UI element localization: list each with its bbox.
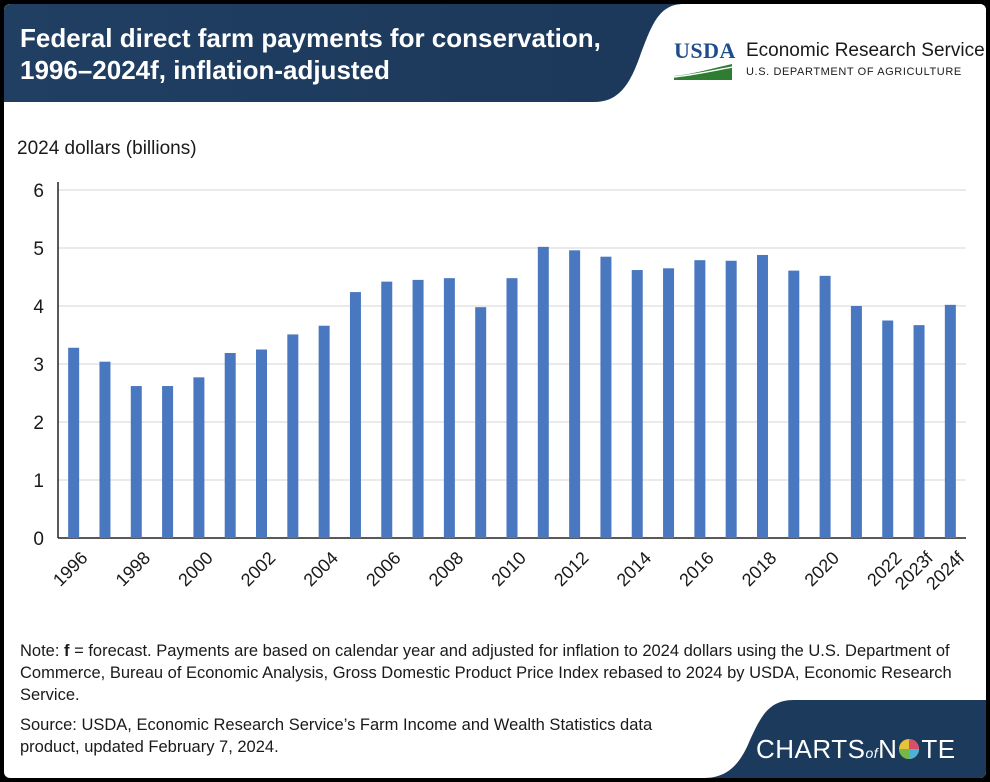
bar-2002 [256, 349, 268, 538]
y-tick-label: 2 [33, 413, 44, 434]
bar-2007 [412, 279, 424, 538]
y-tick-label: 5 [33, 239, 44, 260]
bar-2009 [475, 307, 487, 538]
bar-2015 [663, 268, 675, 538]
title-line-1: Federal direct farm payments for conserv… [20, 23, 601, 53]
x-tick-label: 2008 [425, 548, 467, 590]
note-forecast-marker: f [64, 642, 70, 660]
bar-2022 [882, 320, 894, 538]
bar-2001 [224, 352, 236, 538]
note-text: = forecast. Payments are based on calend… [20, 642, 952, 704]
bar-2008 [443, 278, 455, 538]
chart-title: Federal direct farm payments for conserv… [20, 22, 620, 86]
header: Federal direct farm payments for conserv… [4, 4, 986, 102]
brand-charts: CHARTS [756, 734, 866, 764]
bar-1997 [99, 361, 111, 538]
y-tick-label: 3 [33, 355, 44, 376]
y-tick-label: 4 [33, 297, 44, 318]
usda-wordmark: USDA [674, 38, 736, 63]
x-tick-label: 2004 [300, 548, 342, 590]
charts-of-note-logo: CHARTSofN TE [756, 734, 956, 765]
x-tick-label: 2000 [174, 548, 216, 590]
brand-n: N [878, 734, 898, 764]
bar-1996 [68, 347, 80, 538]
bar-2017 [725, 260, 737, 538]
x-tick-label: 2016 [675, 548, 717, 590]
pie-icon [899, 739, 920, 759]
chart-source: Source: USDA, Economic Research Service’… [20, 716, 653, 756]
bar-2000 [193, 377, 205, 538]
x-tick-label: 2020 [801, 548, 843, 590]
agency-name: Economic Research Service [746, 40, 985, 61]
bar-2019 [788, 270, 800, 538]
bar-2003 [287, 334, 299, 538]
y-tick-label: 0 [33, 529, 44, 550]
bar-chart: 2024 dollars (billions) 0 1 2 3 4 5 6 1996 1998… [17, 138, 969, 594]
y-tick-labels: 0 1 2 3 4 5 6 [33, 181, 44, 550]
bar-2011 [537, 246, 549, 538]
bar-2016 [694, 260, 706, 538]
department-name: U.S. DEPARTMENT OF AGRICULTURE [746, 66, 962, 78]
x-tick-label: 2012 [550, 548, 592, 590]
bar-2004 [318, 325, 330, 538]
usda-field-icon [674, 64, 732, 80]
brand-of: of [865, 745, 879, 761]
title-line-2: 1996–2024f, inflation-adjusted [20, 55, 390, 85]
bar-2024f [944, 304, 956, 538]
bar-2012 [569, 250, 581, 538]
bar-1999 [162, 386, 174, 538]
x-tick-label: 1996 [49, 548, 91, 590]
bar-2014 [631, 270, 643, 538]
bar-2010 [506, 278, 518, 538]
x-tick-label: 2014 [613, 548, 655, 590]
x-tick-label: 2024f [922, 547, 969, 594]
x-tick-label: 1998 [112, 548, 154, 590]
bar-2021 [850, 306, 862, 538]
chart-card: Federal direct farm payments for conserv… [4, 4, 986, 778]
brand-te: TE [921, 734, 956, 764]
y-tick-label: 1 [33, 471, 44, 492]
x-tick-label: 2018 [738, 548, 780, 590]
chart-note: Note: f = forecast. Payments are based o… [20, 640, 970, 706]
x-tick-label: 2002 [237, 548, 279, 590]
x-tick-labels: 1996 1998 2000 2002 2004 2006 2008 2010 2012 2014… [49, 547, 969, 594]
bar-2023f [913, 325, 925, 538]
bar-2013 [600, 256, 612, 538]
note-prefix: Note: [20, 642, 65, 660]
bar-2005 [349, 292, 361, 538]
x-tick-label: 2010 [487, 548, 529, 590]
bar-2018 [756, 254, 768, 538]
bar-2006 [381, 281, 393, 538]
usda-ers-logo: USDA Economic Research Service U.S. DEPA… [672, 38, 985, 88]
header-band [4, 4, 986, 102]
bars [68, 246, 956, 538]
bar-2020 [819, 275, 831, 538]
y-axis-label: 2024 dollars (billions) [17, 138, 197, 159]
y-tick-label: 6 [33, 181, 44, 202]
x-tick-label: 2006 [362, 548, 404, 590]
bar-1998 [130, 386, 142, 538]
